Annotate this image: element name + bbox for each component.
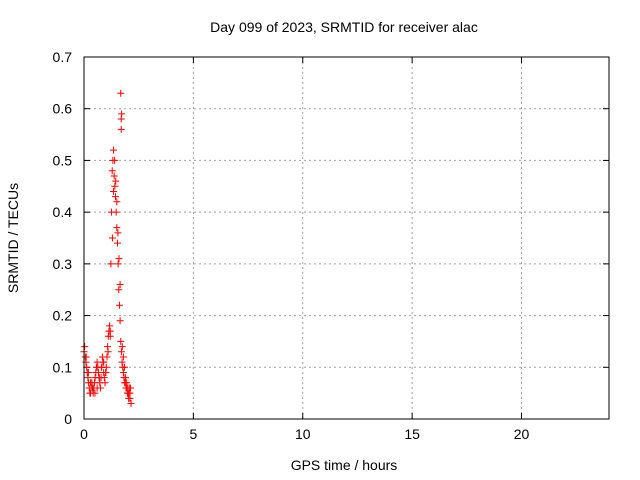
data-point (116, 281, 124, 289)
data-point (112, 208, 120, 216)
data-point (113, 224, 121, 232)
y-tick-label: 0.2 (53, 308, 73, 324)
data-point (110, 172, 118, 180)
data-point (91, 389, 99, 397)
data-points (80, 89, 135, 407)
data-point (115, 301, 123, 309)
data-point (118, 343, 126, 351)
data-point (116, 317, 124, 325)
data-point (111, 156, 119, 164)
data-point (123, 379, 131, 387)
data-point (119, 353, 127, 361)
data-point (93, 358, 101, 366)
data-point (113, 198, 121, 206)
data-point (107, 260, 115, 268)
data-point (122, 374, 130, 382)
data-point (112, 177, 120, 185)
x-tick-label: 15 (404, 426, 420, 442)
x-tick-label: 10 (295, 426, 311, 442)
data-point (113, 239, 121, 247)
data-point (106, 332, 114, 340)
data-point (114, 260, 122, 268)
data-point (118, 110, 126, 118)
data-point (125, 389, 133, 397)
data-point (111, 182, 119, 190)
y-tick-labels: 0 0.1 0.2 0.3 0.4 0.5 0.6 0.7 (53, 49, 73, 427)
y-tick-label: 0.7 (53, 49, 73, 65)
data-point (81, 343, 89, 351)
data-point (119, 368, 127, 376)
data-point (101, 379, 109, 387)
data-point (127, 399, 135, 407)
data-point (117, 89, 125, 97)
data-point (106, 322, 114, 330)
chart-title: Day 099 of 2023, SRMTID for receiver ala… (210, 19, 478, 35)
data-point (120, 363, 128, 371)
x-axis-label: GPS time / hours (291, 457, 398, 473)
data-point (95, 374, 103, 382)
grid-lines (84, 57, 609, 419)
y-tick-label: 0.4 (53, 204, 73, 220)
data-point (117, 348, 125, 356)
y-tick-label: 0 (64, 411, 72, 427)
x-tick-label: 0 (80, 426, 88, 442)
y-tick-label: 0.5 (53, 152, 73, 168)
data-point (93, 384, 101, 392)
data-point (104, 348, 112, 356)
data-point (126, 394, 134, 402)
x-tick-label: 5 (189, 426, 197, 442)
x-tick-label: 20 (514, 426, 530, 442)
y-tick-label: 0.1 (53, 359, 73, 375)
data-point (84, 368, 92, 376)
data-point (115, 286, 123, 294)
data-point (108, 234, 116, 242)
data-point (117, 337, 125, 345)
data-point (118, 358, 126, 366)
data-point (87, 379, 95, 387)
data-point (110, 187, 118, 195)
data-point (110, 146, 118, 154)
data-point (114, 229, 122, 237)
data-point (98, 363, 105, 371)
data-point (108, 167, 116, 175)
data-point (112, 193, 119, 201)
y-tick-label: 0.6 (53, 101, 73, 117)
data-point (102, 368, 110, 376)
y-axis-label: SRMTID / TECUs (5, 183, 21, 293)
x-tick-labels: 0 5 10 15 20 (80, 426, 529, 442)
data-point (100, 358, 108, 366)
y-tick-label: 0.3 (53, 256, 73, 272)
data-point (124, 384, 132, 392)
data-point (115, 255, 123, 263)
plot-frame (83, 56, 610, 420)
data-point (103, 353, 111, 361)
data-point (117, 125, 125, 133)
axis-ticks (83, 56, 609, 420)
